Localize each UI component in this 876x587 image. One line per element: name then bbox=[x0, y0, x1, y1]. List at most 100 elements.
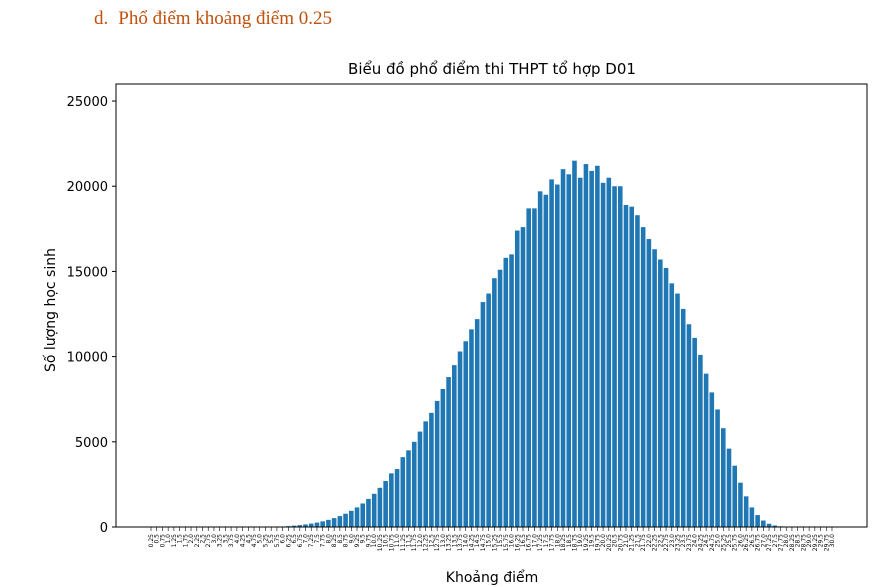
x-tick-label: 28.25 bbox=[789, 534, 796, 551]
bar-15.5 bbox=[497, 269, 503, 527]
plot-frame bbox=[115, 83, 868, 528]
bar-25.5 bbox=[726, 448, 732, 527]
x-tick-label: 16.25 bbox=[514, 534, 521, 551]
bar-21.5 bbox=[635, 215, 640, 527]
x-tick-label: 4.25 bbox=[240, 534, 247, 548]
bar-11.25 bbox=[400, 457, 406, 527]
x-tick-label: 24.25 bbox=[697, 534, 704, 551]
x-tick-label: 21.75 bbox=[640, 534, 647, 551]
bar-24.25 bbox=[698, 354, 703, 527]
x-tick-label: 7.75 bbox=[320, 534, 327, 548]
x-tick-label: 5.0 bbox=[257, 534, 264, 544]
bar-11.75 bbox=[411, 441, 417, 527]
x-tick-label: 9.75 bbox=[365, 534, 372, 548]
x-tick-label: 7.5 bbox=[314, 534, 321, 544]
bar-13.25 bbox=[446, 377, 451, 527]
x-tick-label: 3.0 bbox=[211, 534, 218, 544]
x-tick-label: 18.5 bbox=[566, 534, 573, 548]
x-tick-label: 15.25 bbox=[491, 534, 498, 551]
x-tick-label: 20.0 bbox=[600, 534, 607, 548]
x-tick-label: 28.75 bbox=[800, 534, 807, 551]
bar-13.5 bbox=[452, 365, 457, 527]
x-tick-label: 7.25 bbox=[308, 534, 315, 548]
x-axis-label: Khoảng điểm bbox=[446, 569, 538, 586]
x-tick-label: 8.75 bbox=[343, 534, 350, 548]
x-tick-label: 24.0 bbox=[692, 534, 699, 548]
x-tick-label: 14.75 bbox=[480, 534, 487, 551]
bar-19.0 bbox=[577, 177, 583, 527]
x-tick-label: 4.0 bbox=[234, 534, 241, 544]
bar-14.75 bbox=[480, 302, 486, 527]
x-tick-label: 29.5 bbox=[818, 534, 825, 548]
x-tick-label: 8.25 bbox=[331, 534, 338, 548]
x-tick-label: 7.0 bbox=[303, 534, 310, 544]
bar-13.75 bbox=[457, 351, 463, 527]
x-tick-label: 8.0 bbox=[325, 534, 332, 544]
bar-23.0 bbox=[669, 283, 675, 527]
x-tick-label: 0.25 bbox=[148, 534, 155, 548]
bar-20.5 bbox=[612, 186, 617, 528]
x-tick-label: 6.25 bbox=[285, 534, 292, 548]
section-title: Phổ điểm khoảng điểm 0.25 bbox=[118, 8, 332, 29]
x-tick-label: 15.75 bbox=[503, 534, 510, 551]
x-tick-label: 25.25 bbox=[720, 534, 727, 551]
x-tick-label: 17.75 bbox=[549, 534, 556, 551]
x-tick-label: 26.25 bbox=[743, 534, 750, 551]
x-tick-label: 16.75 bbox=[526, 534, 533, 551]
x-tick-label: 13.75 bbox=[457, 534, 464, 551]
x-tick-label: 25.5 bbox=[726, 534, 733, 548]
bar-17.0 bbox=[532, 208, 537, 527]
x-tick-label: 23.0 bbox=[669, 534, 676, 548]
x-tick-label: 3.25 bbox=[217, 534, 224, 548]
bars-group bbox=[268, 160, 795, 528]
x-tick-label: 27.5 bbox=[772, 534, 779, 548]
x-tick-label: 2.5 bbox=[200, 534, 207, 544]
x-tick-label: 17.25 bbox=[537, 534, 544, 551]
x-tick-label: 20.5 bbox=[612, 534, 619, 548]
bar-24.0 bbox=[692, 337, 697, 527]
x-tick-label: 25.0 bbox=[715, 534, 722, 548]
x-tick-label: 9.5 bbox=[360, 534, 367, 544]
bar-12.75 bbox=[434, 400, 440, 527]
bar-22.25 bbox=[652, 249, 657, 527]
bar-21.25 bbox=[629, 206, 634, 527]
x-tick-label: 1.5 bbox=[177, 534, 184, 544]
bar-13.0 bbox=[440, 388, 446, 527]
x-tick-label: 1.0 bbox=[165, 534, 172, 544]
bar-16.5 bbox=[520, 227, 526, 527]
x-tick-label: 28.0 bbox=[783, 534, 790, 548]
bar-20.75 bbox=[617, 186, 623, 528]
x-tick-label: 13.5 bbox=[451, 534, 458, 548]
x-tick-label: 10.75 bbox=[388, 534, 395, 551]
x-tick-label: 24.75 bbox=[709, 534, 716, 551]
y-tick-label: 25000 bbox=[67, 95, 108, 110]
x-tick-label: 2.75 bbox=[205, 534, 212, 548]
bar-10.0 bbox=[371, 493, 377, 527]
x-axis: 0.250.50.751.01.251.51.752.02.252.52.753… bbox=[148, 527, 836, 551]
bar-24.75 bbox=[709, 392, 715, 527]
x-tick-label: 11.25 bbox=[400, 534, 407, 551]
x-tick-label: 17.5 bbox=[543, 534, 550, 548]
bar-26.0 bbox=[738, 482, 743, 527]
x-tick-label: 27.25 bbox=[766, 534, 773, 551]
section-heading: d. Phổ điểm khoảng điểm 0.25 bbox=[94, 8, 332, 30]
x-tick-label: 25.75 bbox=[732, 534, 739, 551]
x-tick-label: 27.0 bbox=[760, 534, 767, 548]
x-tick-label: 9.25 bbox=[354, 534, 361, 548]
bar-20.0 bbox=[600, 182, 606, 527]
x-tick-label: 18.75 bbox=[571, 534, 578, 551]
x-tick-label: 23.75 bbox=[686, 534, 693, 551]
bar-23.5 bbox=[680, 308, 686, 527]
bar-15.0 bbox=[486, 293, 491, 527]
x-tick-label: 18.0 bbox=[554, 534, 561, 548]
bar-22.0 bbox=[646, 239, 652, 528]
x-tick-label: 12.0 bbox=[417, 534, 424, 548]
x-tick-label: 11.0 bbox=[394, 534, 401, 548]
bar-18.75 bbox=[572, 160, 577, 528]
bar-27.0 bbox=[761, 520, 766, 527]
x-tick-label: 14.5 bbox=[474, 534, 481, 548]
x-tick-label: 12.75 bbox=[434, 534, 441, 551]
x-tick-label: 13.25 bbox=[446, 534, 453, 551]
bar-16.0 bbox=[509, 254, 514, 527]
x-tick-label: 18.25 bbox=[560, 534, 567, 551]
